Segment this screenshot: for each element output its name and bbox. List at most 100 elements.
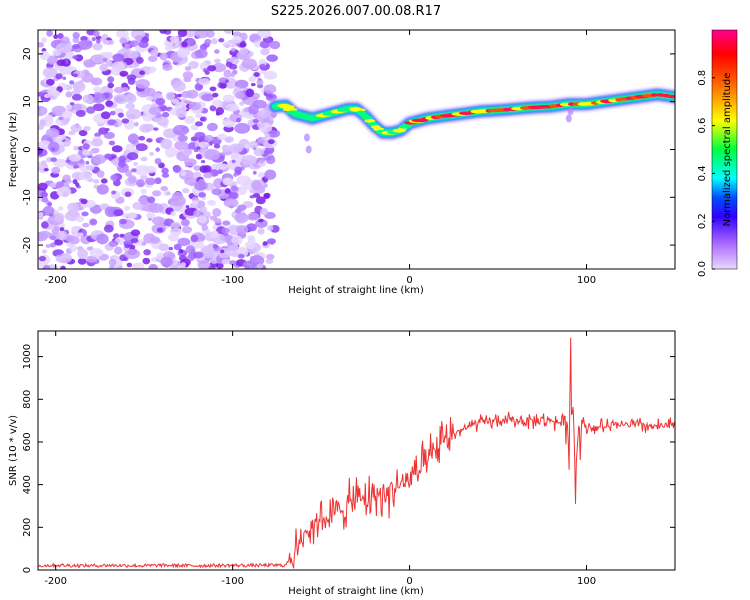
noise-speckle xyxy=(184,158,197,167)
signal-blob xyxy=(303,133,310,142)
noise-speckle xyxy=(164,44,174,52)
noise-speckle xyxy=(40,37,48,44)
noise-speckle xyxy=(126,262,133,268)
noise-speckle xyxy=(67,202,80,213)
noise-speckle xyxy=(56,59,66,67)
noise-speckle xyxy=(253,72,260,78)
noise-speckle xyxy=(180,170,187,177)
noise-speckle xyxy=(54,239,64,246)
signal-hotspot xyxy=(360,113,368,117)
noise-speckle xyxy=(91,54,106,64)
noise-speckle xyxy=(258,139,265,144)
spectrogram-xlabel: Height of straight line (km) xyxy=(288,285,424,296)
noise-speckle xyxy=(228,191,239,200)
noise-speckle xyxy=(165,91,176,101)
signal-blob xyxy=(565,114,572,123)
snr-ytick-label: 400 xyxy=(22,475,33,494)
noise-speckle xyxy=(71,225,80,233)
noise-speckle xyxy=(162,64,173,71)
noise-speckle xyxy=(206,122,218,132)
noise-speckle xyxy=(72,73,78,78)
noise-speckle xyxy=(100,178,108,184)
noise-speckle xyxy=(38,91,44,97)
noise-speckle xyxy=(193,251,204,259)
noise-speckle xyxy=(182,188,190,194)
noise-speckle xyxy=(86,255,98,263)
noise-speckle xyxy=(81,211,89,217)
noise-speckle xyxy=(200,246,215,257)
colorbar-tick-label: 0.6 xyxy=(697,118,708,134)
noise-speckle xyxy=(230,47,236,52)
noise-speckle xyxy=(237,204,247,211)
noise-speckle xyxy=(131,168,137,173)
noise-speckle xyxy=(111,190,117,195)
noise-speckle xyxy=(79,170,92,181)
noise-speckle xyxy=(223,69,232,78)
noise-speckle xyxy=(154,157,162,165)
noise-speckle xyxy=(197,215,208,224)
noise-speckle xyxy=(169,264,179,269)
noise-speckle xyxy=(41,249,48,254)
noise-speckle xyxy=(92,43,103,51)
noise-speckle xyxy=(170,210,177,217)
noise-speckle xyxy=(239,101,245,106)
noise-speckle xyxy=(257,108,272,119)
noise-speckle xyxy=(169,35,180,43)
noise-speckle xyxy=(121,87,129,92)
noise-speckle xyxy=(74,231,84,238)
noise-speckle xyxy=(234,79,249,89)
noise-speckle xyxy=(243,143,250,149)
noise-speckle xyxy=(78,80,84,85)
noise-speckle xyxy=(133,161,138,166)
noise-speckle xyxy=(125,93,137,104)
signal-hotspot xyxy=(361,115,373,120)
noise-speckle xyxy=(256,79,264,86)
noise-speckle xyxy=(198,141,210,149)
noise-speckle xyxy=(94,132,102,138)
noise-speckle xyxy=(38,105,48,117)
spectrogram-xtick-label: 0 xyxy=(406,275,412,286)
noise-speckle xyxy=(154,177,162,185)
noise-speckle xyxy=(73,164,79,169)
snr-panel: -200 -100 0 100 0 200 400 600 800 1000 Height of… xyxy=(8,330,676,597)
noise-speckle xyxy=(230,251,239,257)
noise-speckle xyxy=(248,104,259,115)
noise-speckle xyxy=(199,116,206,122)
noise-speckle xyxy=(118,156,126,164)
noise-speckle xyxy=(142,257,151,265)
noise-speckle xyxy=(239,42,247,48)
noise-speckle xyxy=(209,105,217,112)
noise-speckle xyxy=(266,253,275,260)
colorbar-tick-label: 0.4 xyxy=(697,165,708,181)
noise-speckle xyxy=(193,209,201,218)
noise-speckle xyxy=(211,99,223,108)
noise-speckle xyxy=(93,30,100,37)
noise-speckle xyxy=(200,160,206,164)
noise-speckle xyxy=(124,205,131,211)
noise-speckle xyxy=(203,172,213,179)
noise-speckle xyxy=(222,177,233,186)
snr-ytick-label: 1000 xyxy=(22,344,33,369)
noise-speckle xyxy=(65,104,73,111)
noise-speckle xyxy=(212,244,219,249)
noise-speckle xyxy=(104,153,112,159)
noise-speckle xyxy=(225,103,240,112)
noise-speckle xyxy=(49,182,57,188)
noise-speckle xyxy=(111,145,123,153)
noise-speckle xyxy=(82,94,94,104)
signal-hotspot xyxy=(650,93,659,97)
noise-speckle xyxy=(96,233,109,245)
noise-speckle xyxy=(252,118,260,124)
snr-xtick-label: 100 xyxy=(577,576,596,587)
noise-speckle xyxy=(124,191,132,197)
noise-speckle xyxy=(247,235,255,241)
noise-speckle xyxy=(38,42,45,48)
noise-speckle xyxy=(228,143,244,154)
spectrogram-xticks: -200 -100 0 100 xyxy=(44,30,596,286)
spectrogram-content xyxy=(38,30,675,269)
noise-speckle xyxy=(46,30,53,37)
noise-speckle xyxy=(113,209,124,217)
noise-speckle xyxy=(265,37,272,44)
noise-speckle xyxy=(235,224,249,235)
noise-speckle xyxy=(232,35,242,44)
